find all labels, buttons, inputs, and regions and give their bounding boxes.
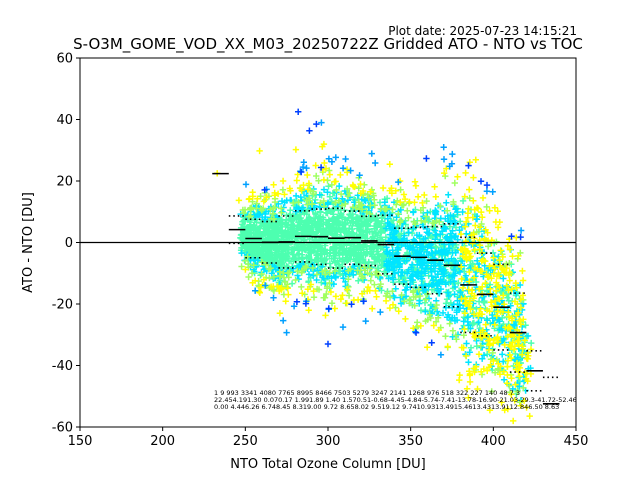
y-tick-label: 20 [56,175,73,190]
x-tick-label: 250 [233,434,258,449]
stats-mean-row: 22.454.191.30 0.070.17 1.991.89 1.40 1.5… [214,396,577,404]
y-tick-label: -60 [52,421,73,436]
plot-area [79,57,577,428]
x-tick-label: 450 [564,434,589,449]
plot-date: Plot date: 2025-07-23 14:15:21 [388,24,577,38]
y-axis: 60 40 20 0 -20 -40 -60 [52,52,80,436]
y-tick-label: 0 [65,236,73,251]
y-tick-label: -20 [52,298,73,313]
scatter-series-3 [214,140,535,425]
y-tick-label: 40 [56,113,73,128]
y-tick-label: -40 [52,359,73,374]
stats-counts-row: 1 9 993 3341 4080 7765 8995 8466 7503 52… [214,389,520,397]
stats-std-row: 0.00 4.446.26 6.748.45 8.319.00 9.72 8.6… [214,403,559,411]
stats-annotation: 1 9 993 3341 4080 7765 8995 8466 7503 52… [214,389,577,411]
x-tick-label: 200 [150,434,175,449]
x-axis-label: NTO Total Ozone Column [DU] [230,457,426,472]
scatter-series-5 [261,108,524,348]
x-tick-label: 400 [481,434,506,449]
y-axis-label: ATO - NTO [DU] [21,192,36,293]
bin-statistics [212,172,560,405]
x-tick-label: 300 [316,434,341,449]
x-tick-label: 350 [398,434,423,449]
scatter-series-4 [242,119,525,358]
y-tick-label: 60 [56,52,73,67]
x-tick-label: 150 [68,434,93,449]
chart-title: S-O3M_GOME_VOD_XX_M03_20250722Z Gridded … [73,35,583,54]
x-axis: 150 200 250 300 350 400 450 [68,427,589,449]
scatter-points [214,108,535,425]
